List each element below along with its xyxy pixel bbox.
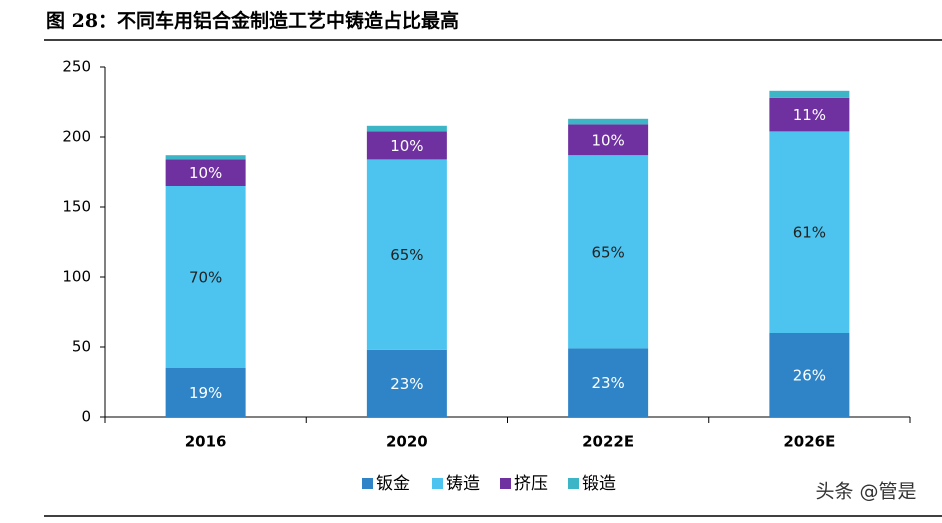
legend-swatch <box>432 478 443 489</box>
data-label: 10% <box>390 137 423 155</box>
bar-segment <box>366 349 447 417</box>
bar-segment <box>769 97 850 132</box>
data-label: 23% <box>591 374 624 392</box>
data-label: 10% <box>189 164 222 182</box>
watermark: 头条 @管是 <box>815 481 916 503</box>
bar-segment <box>366 131 447 160</box>
bar-segment <box>568 155 649 349</box>
data-label: 61% <box>793 224 826 242</box>
y-tick-label: 0 <box>81 408 91 426</box>
data-label: 65% <box>390 246 423 264</box>
bar-segment <box>165 155 246 160</box>
legend-swatch <box>500 478 511 489</box>
data-label: 10% <box>591 131 624 149</box>
legend-label: 挤压 <box>514 474 548 494</box>
data-label: 19% <box>189 384 222 402</box>
bar-segment <box>769 90 850 98</box>
bar-segment <box>769 333 850 417</box>
y-tick-label: 200 <box>62 128 91 146</box>
bar-segment <box>568 124 649 156</box>
x-tick-label: 2016 <box>185 433 227 451</box>
x-tick-label: 2026E <box>783 433 835 451</box>
bar-segment <box>165 186 246 368</box>
legend-label: 铸造 <box>446 474 480 494</box>
y-tick-label: 100 <box>62 268 91 286</box>
legend-label: 锻造 <box>582 474 616 494</box>
legend-swatch <box>568 478 579 489</box>
data-label: 26% <box>793 367 826 385</box>
bar-segment <box>366 159 447 350</box>
chart-title: 图 28：不同车用铝合金制造工艺中铸造占比最高 <box>46 9 459 32</box>
data-label: 11% <box>793 106 826 124</box>
bar-segment <box>769 131 850 333</box>
bar-segment <box>366 125 447 132</box>
data-label: 70% <box>189 269 222 287</box>
y-tick-label: 50 <box>72 338 91 356</box>
bar-segment <box>165 159 246 186</box>
legend-label: 钣金 <box>376 474 410 494</box>
bar-segment <box>165 368 246 417</box>
bar-segment <box>568 348 649 417</box>
legend-swatch <box>362 478 373 489</box>
data-label: 65% <box>591 243 624 261</box>
bar-segment <box>568 118 649 125</box>
y-tick-label: 250 <box>62 58 91 76</box>
x-tick-label: 2020 <box>386 433 428 451</box>
data-label: 23% <box>390 375 423 393</box>
y-tick-label: 150 <box>62 198 91 216</box>
x-tick-label: 2022E <box>582 433 634 451</box>
